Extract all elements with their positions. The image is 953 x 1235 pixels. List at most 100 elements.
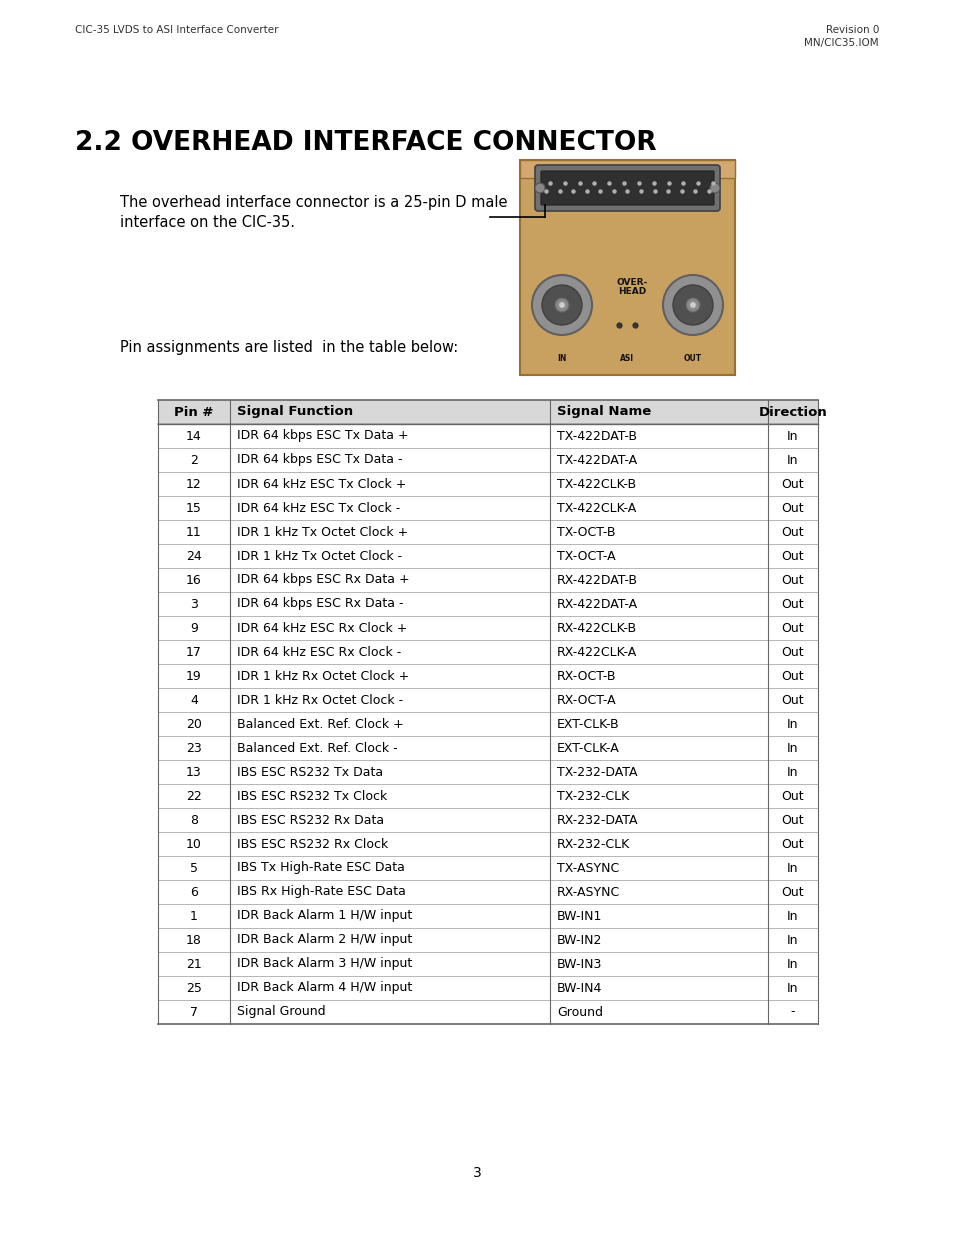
Text: Revision 0: Revision 0: [824, 25, 878, 35]
Text: 5: 5: [190, 862, 198, 874]
Text: RX-232-DATA: RX-232-DATA: [557, 814, 638, 826]
Text: RX-OCT-A: RX-OCT-A: [557, 694, 616, 706]
Bar: [158, 400, 817, 424]
Circle shape: [558, 303, 564, 308]
Bar: [158, 856, 817, 881]
Text: IDR Back Alarm 1 H/W input: IDR Back Alarm 1 H/W input: [236, 909, 412, 923]
Text: IDR 64 kHz ESC Rx Clock -: IDR 64 kHz ESC Rx Clock -: [236, 646, 401, 658]
Text: IDR 1 kHz Tx Octet Clock +: IDR 1 kHz Tx Octet Clock +: [236, 526, 408, 538]
Text: In: In: [786, 766, 798, 778]
Text: IBS ESC RS232 Rx Data: IBS ESC RS232 Rx Data: [236, 814, 384, 826]
Text: TX-422CLK-B: TX-422CLK-B: [557, 478, 636, 490]
Text: IDR 64 kbps ESC Rx Data +: IDR 64 kbps ESC Rx Data +: [236, 573, 409, 587]
Text: In: In: [786, 718, 798, 730]
Text: 4: 4: [190, 694, 197, 706]
Text: RX-ASYNC: RX-ASYNC: [557, 885, 619, 899]
Bar: [158, 424, 817, 448]
Bar: [158, 881, 817, 904]
Bar: [158, 1000, 817, 1024]
Text: TX-232-CLK: TX-232-CLK: [557, 789, 629, 803]
Text: RX-422CLK-A: RX-422CLK-A: [557, 646, 637, 658]
Circle shape: [535, 183, 544, 193]
Text: 14: 14: [186, 430, 202, 442]
Text: TX-232-DATA: TX-232-DATA: [557, 766, 637, 778]
Text: IBS ESC RS232 Tx Data: IBS ESC RS232 Tx Data: [236, 766, 383, 778]
Text: In: In: [786, 957, 798, 971]
Text: Out: Out: [781, 694, 803, 706]
Text: 9: 9: [190, 621, 197, 635]
Bar: [158, 784, 817, 808]
Text: 13: 13: [186, 766, 202, 778]
Text: Out: Out: [781, 478, 803, 490]
Bar: [158, 976, 817, 1000]
Text: IDR 64 kHz ESC Tx Clock -: IDR 64 kHz ESC Tx Clock -: [236, 501, 400, 515]
Text: Out: Out: [781, 669, 803, 683]
Circle shape: [532, 275, 592, 335]
Bar: [158, 568, 817, 592]
Text: 7: 7: [190, 1005, 198, 1019]
Text: IDR 64 kHz ESC Tx Clock +: IDR 64 kHz ESC Tx Clock +: [236, 478, 406, 490]
Text: IDR 64 kbps ESC Tx Data +: IDR 64 kbps ESC Tx Data +: [236, 430, 408, 442]
Text: IBS ESC RS232 Rx Clock: IBS ESC RS232 Rx Clock: [236, 837, 388, 851]
Text: Out: Out: [781, 885, 803, 899]
Text: In: In: [786, 741, 798, 755]
Bar: [158, 952, 817, 976]
Text: TX-OCT-B: TX-OCT-B: [557, 526, 615, 538]
Text: 25: 25: [186, 982, 202, 994]
Text: 21: 21: [186, 957, 202, 971]
Bar: [158, 713, 817, 736]
Circle shape: [662, 275, 722, 335]
Text: Out: Out: [781, 573, 803, 587]
Bar: [158, 760, 817, 784]
Text: Out: Out: [781, 550, 803, 562]
Text: TX-422DAT-B: TX-422DAT-B: [557, 430, 637, 442]
Text: Balanced Ext. Ref. Clock -: Balanced Ext. Ref. Clock -: [236, 741, 397, 755]
Text: BW-IN1: BW-IN1: [557, 909, 601, 923]
Text: Pin assignments are listed  in the table below:: Pin assignments are listed in the table …: [120, 340, 457, 354]
Text: In: In: [786, 982, 798, 994]
Bar: [158, 520, 817, 543]
Text: 23: 23: [186, 741, 202, 755]
Text: BW-IN4: BW-IN4: [557, 982, 601, 994]
Text: 6: 6: [190, 885, 197, 899]
Text: TX-ASYNC: TX-ASYNC: [557, 862, 618, 874]
Text: In: In: [786, 430, 798, 442]
Text: Out: Out: [781, 621, 803, 635]
Bar: [158, 688, 817, 713]
Text: OVER-: OVER-: [617, 278, 647, 287]
Bar: [158, 736, 817, 760]
Text: ASI: ASI: [619, 354, 634, 363]
Text: In: In: [786, 934, 798, 946]
Bar: [158, 616, 817, 640]
Text: IDR Back Alarm 3 H/W input: IDR Back Alarm 3 H/W input: [236, 957, 412, 971]
Text: Out: Out: [781, 598, 803, 610]
Text: 3: 3: [190, 598, 197, 610]
Text: IDR 1 kHz Tx Octet Clock -: IDR 1 kHz Tx Octet Clock -: [236, 550, 402, 562]
Text: BW-IN2: BW-IN2: [557, 934, 601, 946]
Text: IDR Back Alarm 2 H/W input: IDR Back Alarm 2 H/W input: [236, 934, 412, 946]
Bar: [158, 927, 817, 952]
Text: IDR 64 kbps ESC Tx Data -: IDR 64 kbps ESC Tx Data -: [236, 453, 402, 467]
Text: Direction: Direction: [758, 405, 826, 419]
Text: 12: 12: [186, 478, 202, 490]
Text: IDR 64 kHz ESC Rx Clock +: IDR 64 kHz ESC Rx Clock +: [236, 621, 407, 635]
Text: Signal Function: Signal Function: [236, 405, 353, 419]
Text: IBS Rx High-Rate ESC Data: IBS Rx High-Rate ESC Data: [236, 885, 405, 899]
Text: 16: 16: [186, 573, 202, 587]
Circle shape: [672, 285, 712, 325]
Text: Out: Out: [781, 789, 803, 803]
Text: 24: 24: [186, 550, 202, 562]
Circle shape: [685, 298, 700, 312]
Text: The overhead interface connector is a 25-pin D male: The overhead interface connector is a 25…: [120, 195, 507, 210]
Bar: [519, 161, 734, 375]
Text: -: -: [790, 1005, 795, 1019]
Circle shape: [709, 183, 720, 193]
Bar: [158, 832, 817, 856]
Bar: [158, 808, 817, 832]
Text: 8: 8: [190, 814, 198, 826]
Text: MN/CIC35.IOM: MN/CIC35.IOM: [803, 38, 878, 48]
Circle shape: [689, 303, 696, 308]
Text: Out: Out: [781, 526, 803, 538]
Text: 1: 1: [190, 909, 197, 923]
FancyBboxPatch shape: [540, 170, 713, 205]
